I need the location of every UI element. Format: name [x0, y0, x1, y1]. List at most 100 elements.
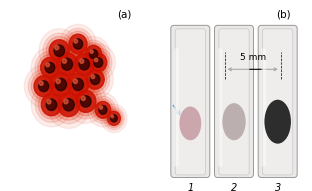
- Circle shape: [63, 99, 74, 111]
- Circle shape: [85, 45, 102, 63]
- Circle shape: [80, 59, 84, 63]
- Circle shape: [46, 41, 88, 87]
- Circle shape: [38, 91, 65, 119]
- Circle shape: [39, 81, 43, 85]
- Circle shape: [38, 54, 62, 81]
- Circle shape: [35, 87, 68, 122]
- Circle shape: [71, 50, 97, 79]
- FancyBboxPatch shape: [261, 49, 266, 167]
- Circle shape: [101, 104, 127, 133]
- FancyBboxPatch shape: [263, 29, 293, 175]
- Circle shape: [95, 58, 98, 62]
- FancyBboxPatch shape: [175, 29, 205, 175]
- Circle shape: [86, 70, 104, 89]
- Circle shape: [111, 115, 114, 118]
- Circle shape: [87, 50, 110, 75]
- Text: 3: 3: [275, 183, 281, 191]
- Circle shape: [47, 100, 51, 104]
- Circle shape: [95, 101, 111, 118]
- Circle shape: [87, 93, 119, 127]
- Circle shape: [73, 79, 77, 84]
- Circle shape: [62, 59, 66, 63]
- Circle shape: [64, 42, 105, 86]
- Circle shape: [107, 111, 120, 125]
- Ellipse shape: [265, 100, 291, 144]
- Circle shape: [73, 87, 99, 116]
- Circle shape: [91, 75, 95, 79]
- Text: 2: 2: [231, 183, 237, 191]
- Circle shape: [24, 65, 63, 107]
- Circle shape: [73, 39, 83, 49]
- Circle shape: [47, 69, 75, 100]
- Circle shape: [67, 73, 89, 96]
- Circle shape: [31, 73, 56, 100]
- Circle shape: [90, 96, 115, 123]
- Ellipse shape: [179, 106, 201, 140]
- Circle shape: [46, 36, 72, 65]
- Circle shape: [68, 47, 100, 82]
- Circle shape: [28, 70, 59, 103]
- Circle shape: [41, 57, 59, 78]
- Circle shape: [34, 76, 53, 97]
- FancyBboxPatch shape: [258, 25, 297, 177]
- Circle shape: [90, 50, 93, 53]
- Circle shape: [39, 61, 83, 108]
- Circle shape: [100, 106, 103, 109]
- Circle shape: [35, 51, 65, 84]
- Circle shape: [94, 58, 103, 67]
- Circle shape: [61, 66, 95, 103]
- Circle shape: [83, 43, 104, 66]
- FancyBboxPatch shape: [215, 25, 253, 177]
- FancyBboxPatch shape: [218, 49, 222, 167]
- Circle shape: [81, 64, 110, 95]
- Circle shape: [56, 53, 78, 76]
- Circle shape: [64, 99, 68, 104]
- Circle shape: [81, 44, 115, 81]
- Circle shape: [64, 70, 92, 100]
- Circle shape: [81, 96, 85, 100]
- Circle shape: [74, 53, 95, 75]
- Circle shape: [47, 81, 90, 129]
- Circle shape: [80, 96, 91, 107]
- Circle shape: [90, 74, 100, 85]
- Circle shape: [60, 24, 96, 64]
- Circle shape: [89, 49, 98, 59]
- Text: (b): (b): [277, 9, 291, 19]
- Circle shape: [31, 83, 72, 127]
- Circle shape: [77, 36, 110, 72]
- Circle shape: [43, 33, 76, 68]
- Circle shape: [50, 46, 84, 83]
- Circle shape: [39, 29, 80, 73]
- Circle shape: [53, 49, 81, 79]
- FancyBboxPatch shape: [174, 49, 179, 167]
- Circle shape: [51, 86, 86, 124]
- Circle shape: [76, 90, 96, 112]
- Circle shape: [80, 40, 107, 68]
- Circle shape: [105, 109, 122, 128]
- Circle shape: [69, 34, 87, 54]
- Circle shape: [39, 81, 49, 92]
- Circle shape: [103, 107, 124, 130]
- Circle shape: [79, 58, 90, 70]
- Circle shape: [46, 99, 57, 111]
- Text: 5 mm: 5 mm: [240, 53, 266, 62]
- Text: 1: 1: [187, 183, 193, 191]
- Circle shape: [110, 115, 117, 122]
- Circle shape: [74, 39, 78, 43]
- Circle shape: [50, 73, 72, 96]
- Circle shape: [54, 45, 65, 56]
- Circle shape: [93, 99, 113, 121]
- Circle shape: [49, 40, 69, 62]
- Circle shape: [58, 93, 80, 117]
- Circle shape: [45, 62, 55, 73]
- Circle shape: [55, 45, 59, 50]
- Circle shape: [66, 79, 106, 123]
- Circle shape: [56, 79, 60, 83]
- Circle shape: [99, 105, 107, 114]
- Circle shape: [55, 78, 66, 91]
- Circle shape: [83, 67, 107, 92]
- Circle shape: [66, 31, 90, 57]
- Circle shape: [41, 94, 62, 116]
- Circle shape: [90, 53, 107, 72]
- Circle shape: [46, 63, 49, 67]
